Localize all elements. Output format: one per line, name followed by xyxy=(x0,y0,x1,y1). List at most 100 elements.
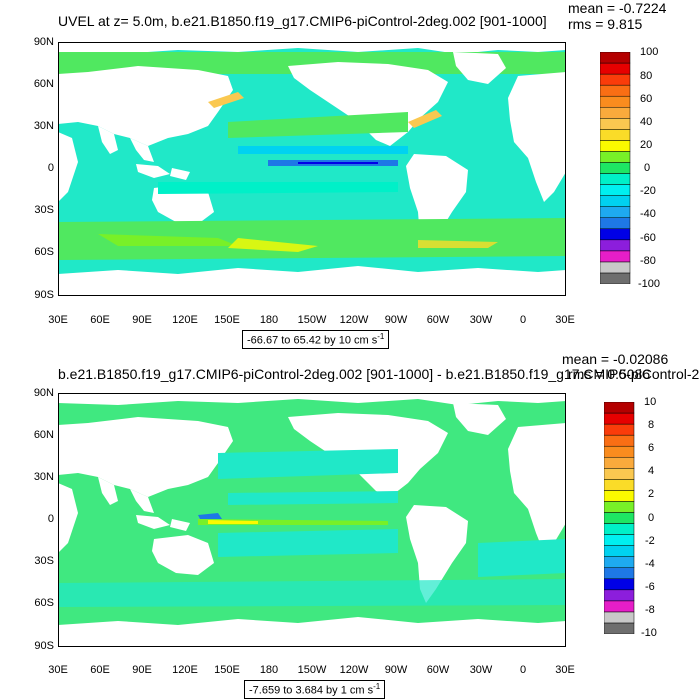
panel1-title: UVEL at z= 5.0m, b.e21.B1850.f19_g17.CMI… xyxy=(58,13,547,29)
colorbar-swatch xyxy=(600,228,631,241)
panel2-title: b.e21.B1850.f19_g17.CMIP6-piControl-2deg… xyxy=(58,366,700,382)
panel2-legend-label: -2 xyxy=(645,535,655,547)
panel2-lon-label: 60W xyxy=(426,664,450,676)
panel1-legend-label: 80 xyxy=(640,70,653,82)
colorbar-swatch xyxy=(604,512,635,524)
panel1-lon-label: 0 xyxy=(519,314,527,326)
panel1-contour-range: -66.67 to 65.42 by 10 cm s-1 xyxy=(242,330,390,349)
panel1-colorbar xyxy=(600,52,631,284)
panel2-colorbar xyxy=(604,402,635,634)
colorbar-swatch xyxy=(604,556,635,568)
panel1-lat-label: 90S xyxy=(34,289,54,301)
colorbar-swatch xyxy=(604,456,635,469)
panel2-legend-label: -4 xyxy=(645,558,655,570)
colorbar-swatch xyxy=(604,611,635,624)
panel2-lon-label: 180 xyxy=(259,664,279,676)
panel2-legend-label: -10 xyxy=(641,627,657,639)
panel1-lon-label: 30W xyxy=(469,314,493,326)
panel2-legend-label: 10 xyxy=(644,396,657,408)
colorbar-swatch xyxy=(604,567,635,580)
colorbar-swatch xyxy=(604,523,635,535)
colorbar-swatch xyxy=(600,239,631,252)
panel2-lon-label: 0 xyxy=(519,664,527,676)
colorbar-swatch xyxy=(604,402,635,414)
colorbar-swatch xyxy=(604,501,635,513)
panel2-contour-range: -7.659 to 3.684 by 1 cm s-1 xyxy=(244,680,386,699)
panel2-lon-label: 90E xyxy=(132,664,152,676)
panel1-lon-label: 150E xyxy=(214,314,240,326)
colorbar-swatch xyxy=(600,195,631,207)
colorbar-swatch xyxy=(604,578,635,591)
panel2-lon-label: 150W xyxy=(297,664,327,676)
panel2-legend-label: 0 xyxy=(648,512,655,524)
panel1-legend-label: 40 xyxy=(640,116,653,128)
colorbar-swatch xyxy=(600,129,631,141)
panel1-legend-label: 20 xyxy=(640,139,653,151)
panel1-lon-label: 120W xyxy=(339,314,369,326)
panel1-rms: rms = 9.815 xyxy=(568,16,643,32)
panel2-lat-label: 30S xyxy=(34,555,54,567)
panel1-lon-label: 120E xyxy=(172,314,198,326)
colorbar-swatch xyxy=(604,412,635,425)
panel1-map xyxy=(58,42,566,296)
panel2-lon-label: 30E xyxy=(48,664,68,676)
panel2-lon-label: 60E xyxy=(90,664,110,676)
colorbar-swatch xyxy=(604,423,635,436)
panel2-legend-label: 8 xyxy=(648,419,655,431)
colorbar-swatch xyxy=(604,545,635,557)
panel2-lat-label: 60N xyxy=(33,429,54,441)
panel1-legend-label: 60 xyxy=(640,93,653,105)
panel2-lat-label: 90S xyxy=(34,640,54,652)
panel2-legend-label: -8 xyxy=(645,604,655,616)
panel1-legend-label: -20 xyxy=(640,185,656,197)
colorbar-swatch xyxy=(600,217,631,230)
panel1-lat-label: 0 xyxy=(47,162,54,174)
colorbar-swatch xyxy=(600,106,631,119)
colorbar-swatch xyxy=(604,468,635,480)
colorbar-swatch xyxy=(600,184,631,196)
colorbar-swatch xyxy=(600,173,631,185)
panel1-legend-label: -40 xyxy=(640,208,656,220)
panel2-mean: mean = -0.02086 xyxy=(562,351,669,367)
colorbar-swatch xyxy=(600,95,631,108)
panel2-legend-label: 2 xyxy=(648,488,655,500)
panel2-lon-label: 30E xyxy=(555,664,575,676)
panel1-lon-label: 90W xyxy=(384,314,408,326)
colorbar-swatch xyxy=(604,479,635,491)
colorbar-swatch xyxy=(604,490,635,502)
colorbar-swatch xyxy=(604,445,635,458)
panel1-lon-label: 30E xyxy=(555,314,575,326)
colorbar-swatch xyxy=(600,62,631,75)
panel1-lon-label: 60E xyxy=(90,314,110,326)
panel2-lat-label: 0 xyxy=(47,513,54,525)
colorbar-swatch xyxy=(600,140,631,152)
colorbar-swatch xyxy=(600,261,631,274)
colorbar-swatch xyxy=(600,118,631,130)
colorbar-swatch xyxy=(600,84,631,97)
panel2-lat-label: 30N xyxy=(33,471,54,483)
panel1-mean: mean = -0.7224 xyxy=(568,0,667,16)
colorbar-swatch xyxy=(600,73,631,86)
panel2-lat-label: 60S xyxy=(34,597,54,609)
panel2-lon-label: 30W xyxy=(469,664,493,676)
panel1-legend-label: -100 xyxy=(638,278,661,290)
colorbar-swatch xyxy=(600,52,631,64)
panel1-lat-label: 60S xyxy=(34,246,54,258)
panel1-legend-label: 0 xyxy=(644,162,651,174)
panel2-lat-label: 90N xyxy=(33,387,54,399)
panel2-lon-label: 120E xyxy=(172,664,198,676)
colorbar-swatch xyxy=(600,162,631,174)
colorbar-swatch xyxy=(600,250,631,263)
colorbar-swatch xyxy=(604,589,635,602)
colorbar-swatch xyxy=(600,206,631,218)
panel1-legend-label: -80 xyxy=(640,255,656,267)
colorbar-swatch xyxy=(604,434,635,447)
panel1-lat-label: 30S xyxy=(34,204,54,216)
panel2-lon-label: 90W xyxy=(384,664,408,676)
panel2-rms: rms = 0.5086 xyxy=(568,366,651,382)
panel1-lat-label: 90N xyxy=(33,36,54,48)
colorbar-swatch xyxy=(600,151,631,163)
panel1-lat-label: 60N xyxy=(33,78,54,90)
panel1-lon-label: 60W xyxy=(426,314,450,326)
panel1-lon-label: 150W xyxy=(297,314,327,326)
